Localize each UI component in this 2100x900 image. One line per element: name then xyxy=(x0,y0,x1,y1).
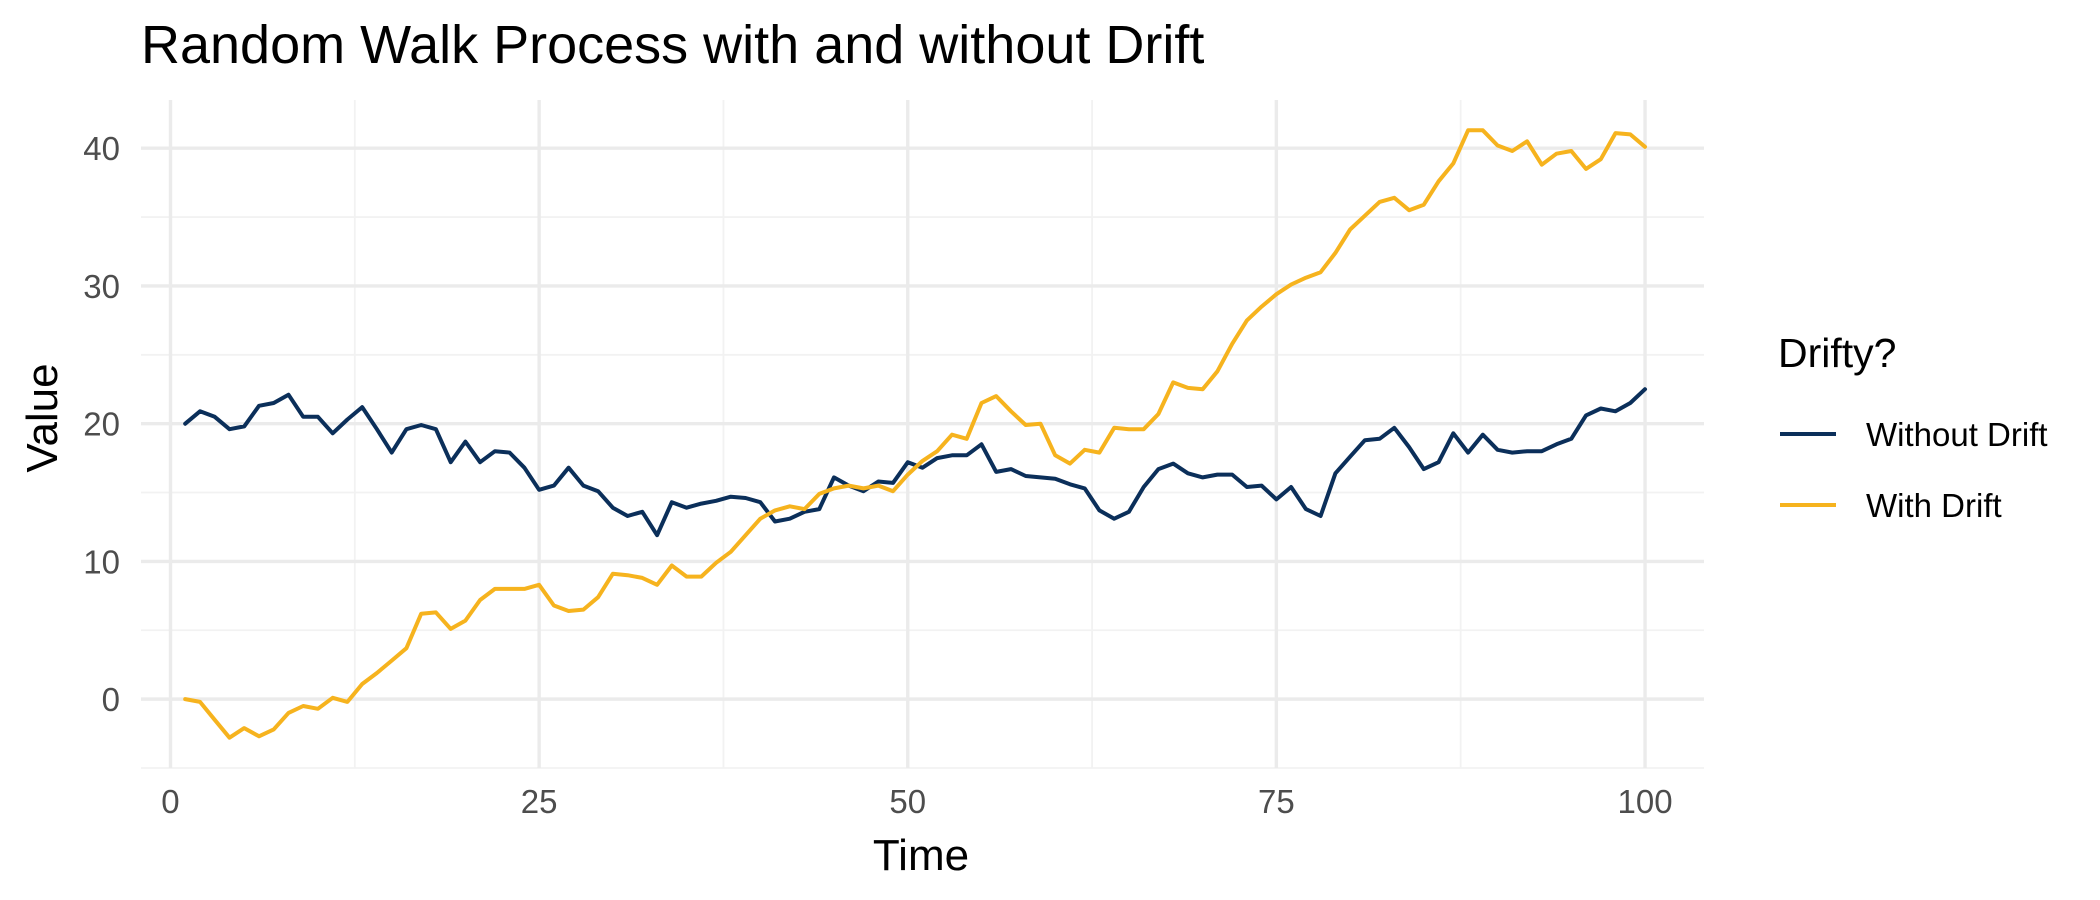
x-axis-title: Time xyxy=(873,831,969,880)
series-line-without-drift xyxy=(183,387,1647,538)
legend: Drifty? Without Drift With Drift xyxy=(1778,330,2048,524)
y-tick-label: 30 xyxy=(83,268,120,305)
plot-grid xyxy=(141,100,1704,769)
x-tick-label: 25 xyxy=(521,783,558,820)
chart-title: Random Walk Process with and without Dri… xyxy=(141,15,1204,75)
y-axis-ticks: 0 10 20 30 40 xyxy=(83,130,120,718)
x-tick-label: 75 xyxy=(1258,783,1295,820)
y-tick-label: 0 xyxy=(102,681,120,718)
x-axis-ticks: 0 25 50 75 100 xyxy=(161,783,1672,820)
x-tick-label: 100 xyxy=(1617,783,1672,820)
series-line-with-drift xyxy=(183,128,1647,740)
y-tick-label: 40 xyxy=(83,130,120,167)
x-tick-label: 0 xyxy=(161,783,179,820)
y-tick-label: 10 xyxy=(83,543,120,580)
legend-label-without-drift: Without Drift xyxy=(1866,416,2048,453)
y-tick-label: 20 xyxy=(83,406,120,443)
legend-title: Drifty? xyxy=(1778,330,1896,376)
y-axis-title: Value xyxy=(18,363,67,472)
legend-label-with-drift: With Drift xyxy=(1866,487,2002,524)
series-lines xyxy=(183,128,1647,740)
x-tick-label: 50 xyxy=(889,783,926,820)
